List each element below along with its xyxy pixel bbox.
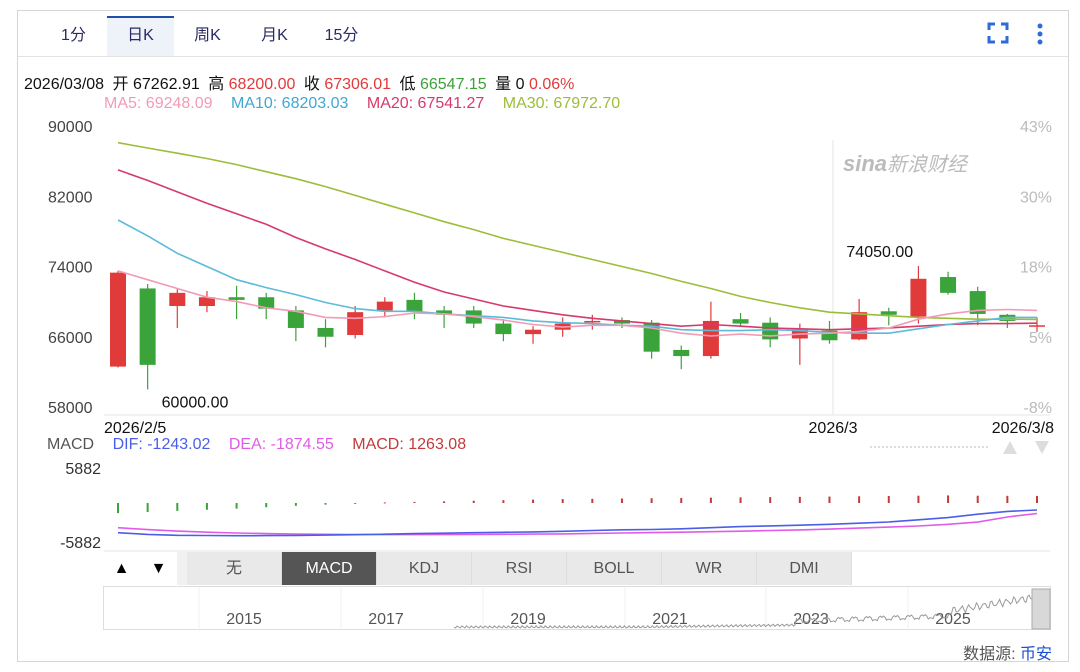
indicator-wr[interactable]: WR	[662, 552, 757, 585]
info-high: 68200.00	[228, 76, 296, 93]
info-open: 67262.91	[133, 76, 200, 93]
navigator-year-label: 2019	[510, 611, 546, 628]
info-low-label: 低	[399, 76, 416, 93]
dif-legend: DIF: -1243.02	[112, 436, 211, 453]
info-high-label: 高	[208, 76, 225, 93]
more-vertical-icon[interactable]	[1036, 22, 1044, 51]
source-label: 数据源:	[963, 646, 1016, 663]
info-change: 0.06%	[528, 76, 575, 93]
tab-15min[interactable]: 15分	[324, 27, 359, 44]
indicator-boll[interactable]: BOLL	[567, 552, 662, 585]
ma10-legend: MA10: 68203.03	[230, 95, 349, 112]
sina-logo: sina新浪财经	[843, 151, 968, 176]
period-tabs: 1分 日K 周K 月K 15分	[40, 16, 375, 56]
info-volume-label: 量	[495, 76, 512, 93]
navigator-year-label: 2015	[226, 611, 262, 628]
tab-monthly[interactable]: 月K	[261, 27, 288, 44]
data-source: 数据源: 币安	[963, 640, 1052, 664]
info-date: 2026/03/08	[24, 76, 105, 93]
indicator-none[interactable]: 无	[187, 552, 282, 585]
navigator-price-line	[453, 591, 1044, 629]
navigator-year-label: 2021	[652, 611, 688, 628]
ma30-legend: MA30: 67972.70	[502, 95, 621, 112]
info-low: 66547.15	[419, 76, 487, 93]
info-close: 67306.01	[324, 76, 392, 93]
macd-title: MACD	[47, 436, 95, 453]
navigator-chart: 2015 2017 2019 2021 2023 2025	[198, 587, 1051, 631]
ma5-legend: MA5: 69248.09	[104, 95, 213, 112]
indicator-kdj[interactable]: KDJ	[377, 552, 472, 585]
navigator-handle	[1031, 588, 1051, 630]
tab-divider	[18, 56, 1068, 57]
tab-daily[interactable]: 日K	[107, 16, 174, 56]
tab-weekly[interactable]: 周K	[194, 27, 221, 44]
dea-legend: DEA: -1874.55	[228, 436, 334, 453]
macd-value-legend: MACD: 1263.08	[352, 436, 467, 453]
arrow-down-button[interactable]: ▼	[140, 552, 177, 585]
indicator-dmi[interactable]: DMI	[757, 552, 852, 585]
info-volume: 0	[515, 76, 525, 93]
time-navigator[interactable]: 2015 2017 2019 2021 2023 2025	[103, 586, 1051, 631]
logo-text: 新浪财经	[887, 154, 968, 176]
navigator-year-label: 2017	[368, 611, 404, 628]
navigator-year-label: 2025	[935, 611, 971, 628]
arrow-up-button[interactable]: ▲	[103, 552, 140, 585]
info-close-label: 收	[303, 76, 320, 93]
ohlc-info: 2026/03/08 开 67262.91 高 68200.00 收 67306…	[24, 70, 574, 94]
fullscreen-icon[interactable]	[987, 22, 1009, 49]
indicator-rsi[interactable]: RSI	[472, 552, 567, 585]
info-open-label: 开	[112, 76, 129, 93]
ma20-legend: MA20: 67541.27	[366, 95, 485, 112]
indicator-macd[interactable]: MACD	[282, 552, 377, 585]
source-link[interactable]: 币安	[1019, 646, 1052, 663]
ma-legend: MA5: 69248.09 MA10: 68203.03 MA20: 67541…	[104, 95, 634, 113]
indicator-tabs: ▲ ▼ 无 MACD KDJ RSI BOLL WR DMI	[103, 552, 852, 585]
macd-legend: MACD DIF: -1243.02 DEA: -1874.55 MACD: 1…	[47, 436, 480, 454]
tab-1min[interactable]: 1分	[61, 27, 86, 44]
navigator-year-label: 2023	[793, 611, 829, 628]
